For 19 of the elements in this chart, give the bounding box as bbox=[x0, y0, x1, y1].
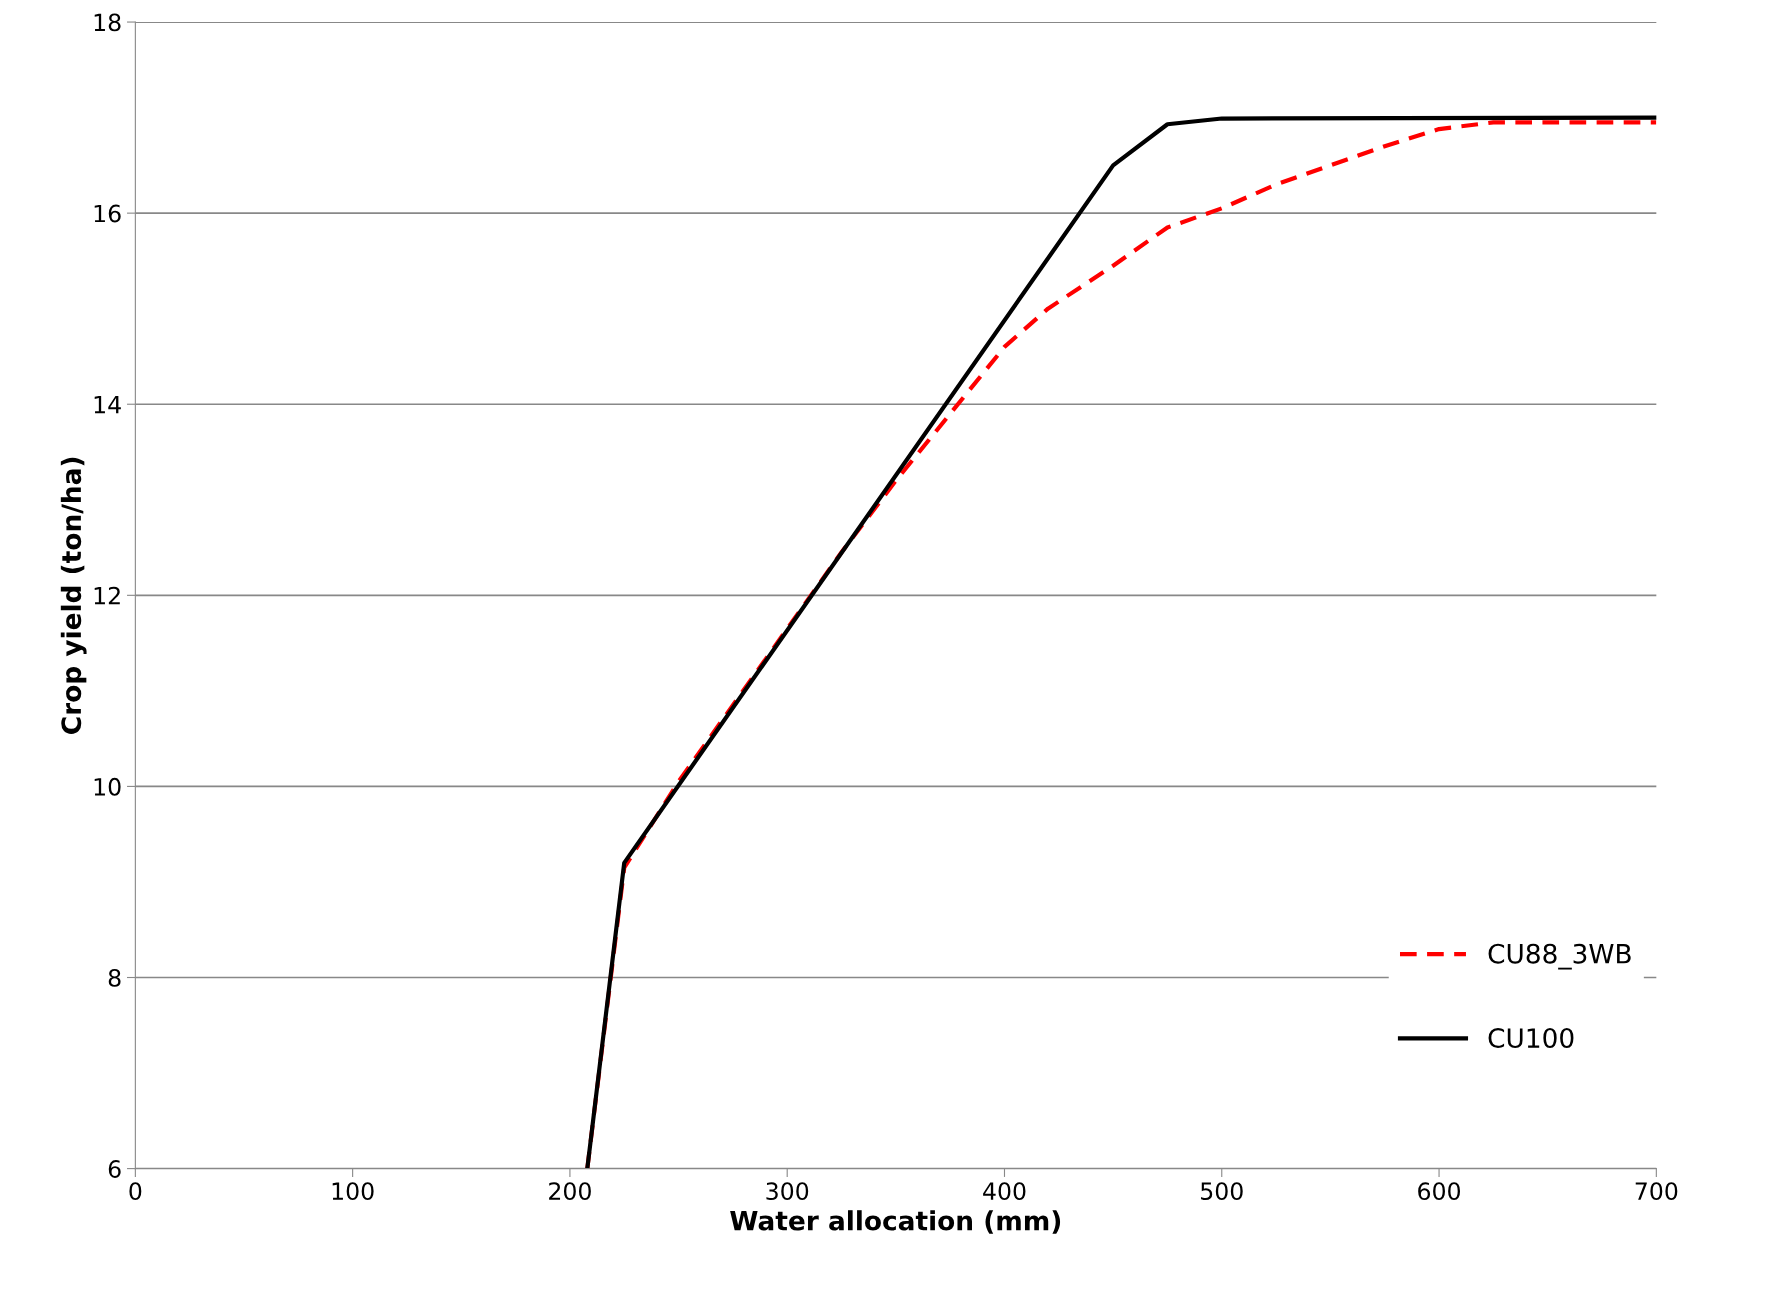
y-tick-label: 8 bbox=[108, 968, 121, 987]
legend-label: CU100 bbox=[1488, 1028, 1574, 1049]
x-tick-label: 500 bbox=[1201, 1182, 1243, 1201]
y-axis-title: Crop yield (ton/ha) bbox=[60, 457, 87, 734]
x-tick-label: 600 bbox=[1418, 1182, 1461, 1201]
y-tick-label: 14 bbox=[94, 395, 121, 414]
y-tick-label: 16 bbox=[94, 204, 121, 223]
y-tick-label: 12 bbox=[94, 586, 120, 605]
x-tick-label: 700 bbox=[1635, 1182, 1678, 1201]
x-tick-label: 200 bbox=[549, 1182, 591, 1201]
x-tick-label: 300 bbox=[766, 1182, 809, 1201]
y-tick-label: 18 bbox=[94, 13, 121, 32]
x-axis-title: Water allocation (mm) bbox=[730, 1210, 1061, 1234]
x-tick-label: 100 bbox=[332, 1182, 374, 1201]
x-tick-label: 400 bbox=[983, 1182, 1026, 1201]
y-tick-label: 6 bbox=[108, 1160, 121, 1178]
x-tick-label: 0 bbox=[129, 1182, 142, 1201]
legend-label: CU88_3WB bbox=[1488, 943, 1631, 970]
y-tick-label: 10 bbox=[94, 777, 121, 796]
